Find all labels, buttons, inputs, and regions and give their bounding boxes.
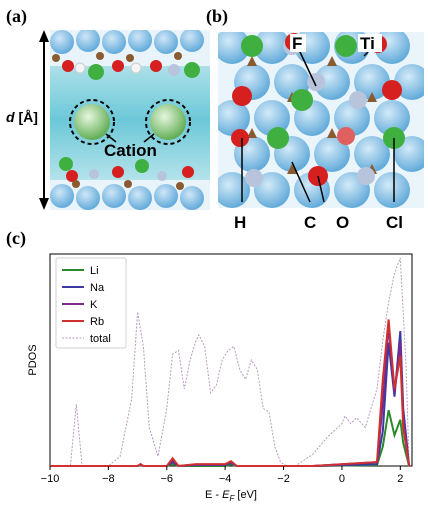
legend-label-na: Na — [90, 282, 105, 294]
legend-label-li: Li — [90, 265, 99, 277]
cation-label: Cation — [104, 141, 157, 160]
series-line-rb — [50, 319, 411, 468]
label-cl: Cl — [386, 213, 403, 232]
series-line-total — [50, 257, 410, 467]
x-tick-label: −2 — [277, 473, 290, 485]
panel-c-letter: (c) — [6, 228, 26, 248]
label-o: O — [336, 213, 349, 232]
d-spacing-arrow — [39, 30, 49, 210]
label-f: F — [292, 34, 302, 53]
series-layer — [50, 257, 411, 468]
panel-a-illustration: Cation d [Å] — [6, 30, 210, 210]
legend: Li Na K Rb total — [55, 257, 127, 349]
cation-atoms — [69, 99, 191, 145]
legend-box — [55, 257, 127, 349]
pdos-chart: −10 −8 −6 −4 −2 0 2 PDOS E - EF [eV] Li Na K Rb to… — [27, 253, 413, 503]
x-tick-label: −10 — [41, 473, 60, 485]
label-ti: Ti — [360, 34, 375, 53]
label-h: H — [234, 213, 246, 232]
x-tick-label: −6 — [161, 473, 174, 485]
x-tick-label: 2 — [397, 473, 403, 485]
legend-label-total: total — [90, 333, 111, 345]
panel-b-bottom-labels: H C O Cl — [234, 213, 403, 232]
x-tick-label: −8 — [102, 473, 115, 485]
x-axis-label: E - EF [eV] — [205, 489, 257, 503]
label-c: C — [304, 213, 316, 232]
d-label: d [Å] — [6, 109, 38, 125]
d-label-bg — [6, 112, 36, 142]
atom-labels: F Ti — [290, 34, 382, 53]
legend-label-rb: Rb — [90, 316, 104, 328]
panel-b-illustration: F Ti — [218, 32, 424, 208]
y-axis-label: PDOS — [27, 344, 39, 375]
bottom-layer — [50, 157, 210, 210]
x-tick-label: 0 — [339, 473, 345, 485]
top-layer — [50, 30, 210, 80]
panel-a-letter: (a) — [6, 6, 27, 26]
x-axis-ticks: −10 −8 −6 −4 −2 0 2 — [41, 466, 403, 485]
legend-label-k: K — [90, 299, 98, 311]
label-leader-lines — [241, 51, 395, 203]
panel-b-letter: (b) — [206, 6, 228, 26]
x-tick-label: −4 — [219, 473, 232, 485]
